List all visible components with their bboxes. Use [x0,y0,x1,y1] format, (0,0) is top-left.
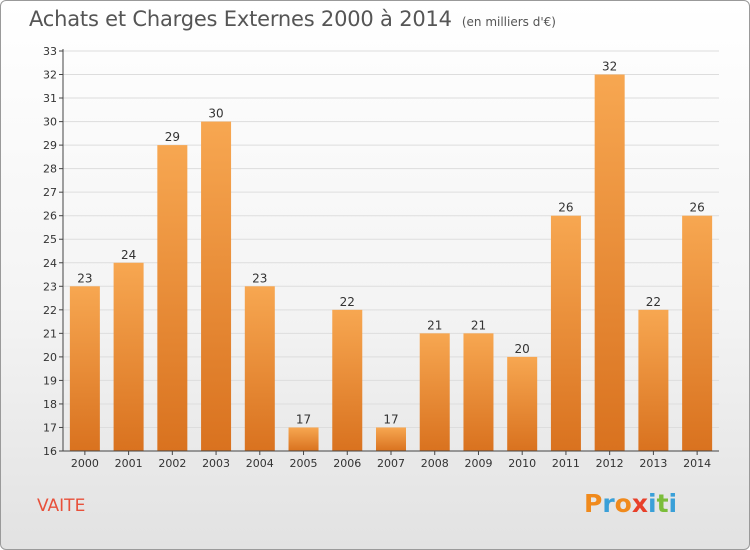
y-tick-label: 30 [43,116,57,129]
y-tick-label: 16 [43,445,57,458]
data-label: 29 [165,130,180,144]
x-tick-label: 2013 [639,457,667,470]
logo-letter: i [648,489,657,518]
x-tick-label: 2010 [508,457,536,470]
data-label: 21 [471,318,486,332]
x-tick-label: 2014 [683,457,711,470]
commune-name: VAITE [37,496,86,516]
y-tick-label: 33 [43,45,57,58]
y-tick-label: 17 [43,421,57,434]
x-tick-label: 2002 [158,457,186,470]
data-label: 32 [602,60,617,74]
y-tick-label: 29 [43,139,57,152]
logo-letter: t [656,489,669,518]
bar-2005 [288,427,319,451]
bar-2007 [376,427,406,451]
data-label: 17 [383,412,398,426]
proxiti-logo[interactable]: Proxiti [584,489,677,518]
bar-2014 [682,215,713,451]
x-tick-label: 2003 [202,457,230,470]
data-label: 22 [340,295,355,309]
data-label: 26 [558,201,573,215]
x-tick-label: 2009 [464,457,492,470]
bar-2012 [594,74,625,451]
bar-2009 [463,333,494,451]
data-label: 23 [252,271,267,285]
logo-letter: x [631,489,648,518]
chart-title-block: Achats et Charges Externes 2000 à 2014 (e… [29,7,556,31]
data-label: 22 [646,295,661,309]
x-tick-label: 2000 [71,457,99,470]
y-tick-label: 20 [43,351,57,364]
y-tick-label: 19 [43,374,57,387]
logo-letter: P [584,489,603,518]
x-tick-label: 2006 [333,457,361,470]
axes [62,49,719,452]
y-tick-label: 24 [43,257,57,270]
logo-letter: o [614,489,632,518]
bar-2006 [332,309,363,451]
x-tick-label: 2011 [552,457,580,470]
x-tick-label: 2001 [115,457,143,470]
data-label: 17 [296,412,311,426]
data-label: 21 [427,318,442,332]
y-tick-label: 21 [43,327,57,340]
chart-title: Achats et Charges Externes 2000 à 2014 [29,7,452,31]
x-tick-label: 2007 [377,457,405,470]
data-label: 23 [77,271,92,285]
y-tick-label: 32 [43,69,57,82]
y-tick-label: 31 [43,92,57,105]
y-tick-label: 26 [43,210,57,223]
bar-2011 [550,215,581,451]
logo-letter: r [602,489,615,518]
x-tick-label: 2008 [421,457,449,470]
bar-2000 [69,286,100,451]
bar-2008 [419,333,450,451]
bar-2002 [157,145,188,451]
bar-2010 [507,356,538,451]
chart-subtitle: (en milliers d'€) [461,15,556,29]
y-tick-label: 28 [43,163,57,176]
y-tick-label: 27 [43,186,57,199]
bar-2001 [113,262,144,451]
y-tick-labels: 16 17 18 19 20 21 22 23 24 25 26 27 28 29 30 31 32 33 [43,45,57,458]
bar-2013 [638,309,669,451]
y-tick-label: 22 [43,304,57,317]
data-label: 20 [515,342,530,356]
bars [69,74,713,455]
y-tick-label: 25 [43,233,57,246]
logo-letter: i [668,489,678,518]
x-tick-labels: 2000 2001 2002 2003 2004 2005 2006 2007 2008 2009… [71,457,711,470]
data-label: 26 [689,201,704,215]
x-tick-label: 2004 [246,457,274,470]
x-tick-label: 2012 [596,457,624,470]
data-label: 30 [208,107,223,121]
y-tick-label: 23 [43,280,57,293]
data-label: 24 [121,248,136,262]
bar-2003 [201,121,232,452]
data-labels: 23 24 29 30 23 17 22 17 21 21 20 26 32 22 26 [77,60,705,427]
y-tick-label: 18 [43,398,57,411]
bar-2004 [244,286,275,451]
x-tick-label: 2005 [290,457,318,470]
